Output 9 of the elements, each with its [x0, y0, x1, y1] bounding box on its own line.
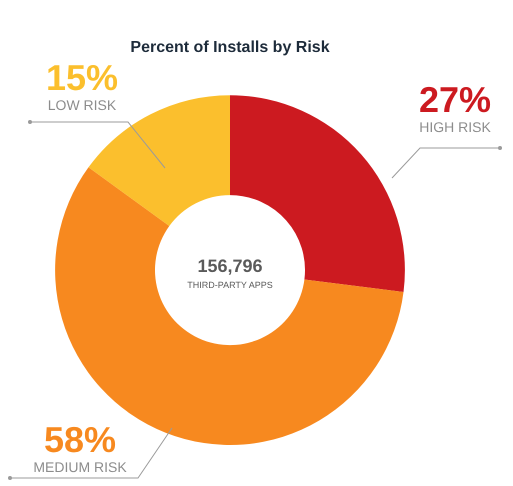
slice-label: MEDIUM RISK	[33, 459, 128, 475]
data-label: 58%	[44, 419, 116, 460]
text: THIRD-PARTY APPS	[187, 280, 273, 290]
text: 156,796	[197, 256, 263, 276]
chart-title: Percent of Installs by Risk	[130, 39, 330, 56]
data-label: 15%	[46, 57, 118, 98]
slice-label: LOW RISK	[48, 97, 117, 113]
slice-label: HIGH RISK	[419, 119, 492, 135]
data-label: 27%	[418, 79, 492, 120]
